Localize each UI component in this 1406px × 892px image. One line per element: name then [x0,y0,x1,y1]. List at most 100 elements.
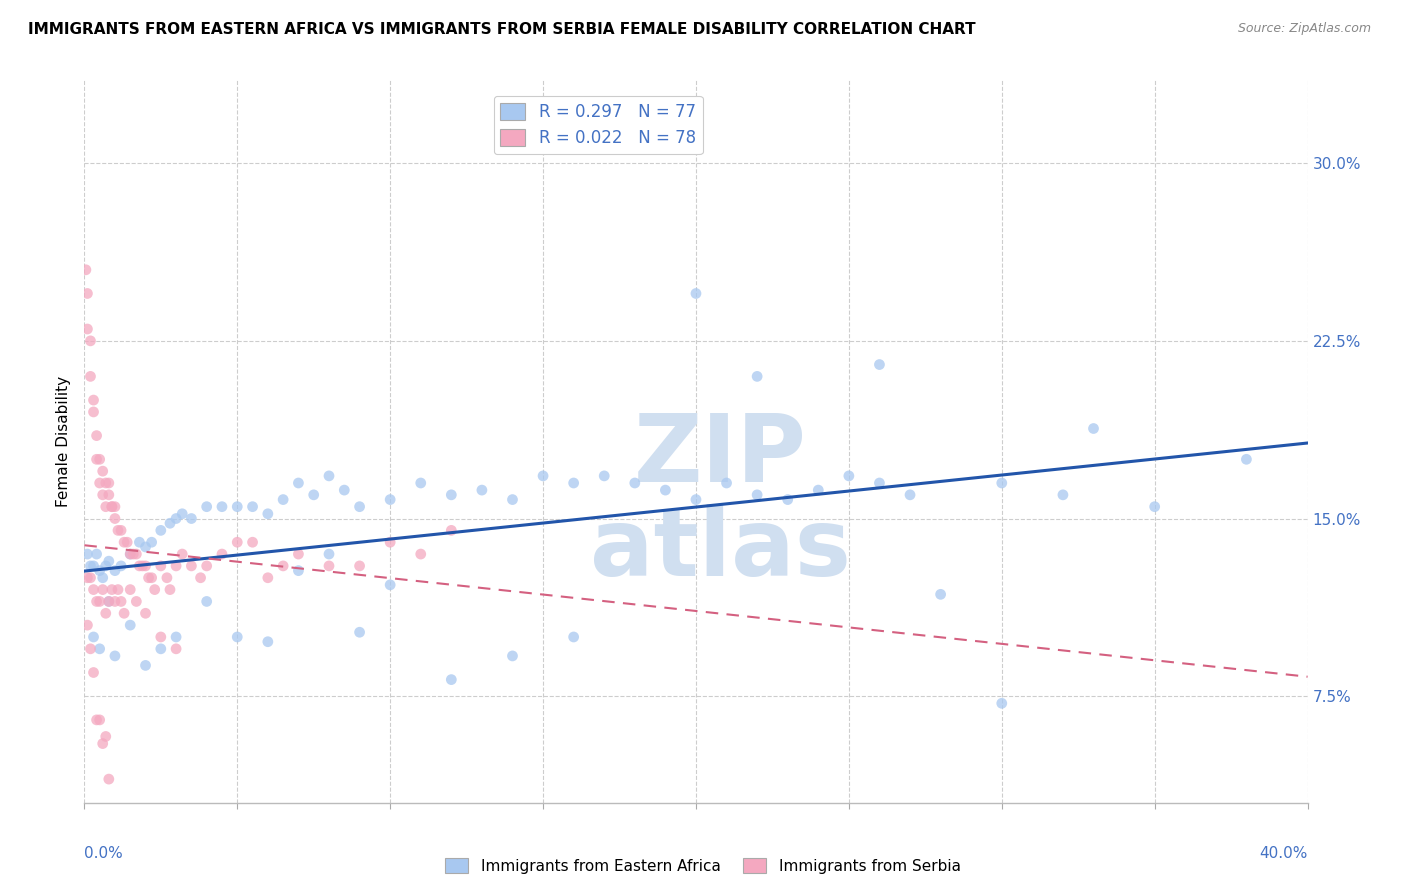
Point [716,475,738,490]
Point [104,648,127,663]
Point [135,607,157,621]
Point [807,483,830,497]
Point [83,665,105,680]
Point [159,582,181,597]
Point [101,500,124,514]
Point [318,558,340,573]
Point [1143,500,1166,514]
Point [654,483,676,497]
Text: atlas: atlas [591,504,851,596]
Point [79,571,101,585]
Point [76,286,98,301]
Point [562,630,585,644]
Point [195,594,218,608]
Point [128,535,150,549]
Point [991,696,1014,710]
Point [226,500,249,514]
Point [242,500,264,514]
Point [502,648,524,663]
Point [83,582,105,597]
Point [86,594,108,608]
Point [107,582,129,597]
Point [75,262,97,277]
Point [104,500,127,514]
Point [86,428,108,442]
Point [89,475,111,490]
Point [110,524,132,538]
Point [79,334,101,348]
Point [380,535,402,549]
Point [89,564,111,578]
Point [89,594,111,608]
Point [226,535,249,549]
Point [86,452,108,467]
Point [94,500,117,514]
Point [195,500,218,514]
Point [131,558,153,573]
Point [409,475,432,490]
Text: Source: ZipAtlas.com: Source: ZipAtlas.com [1237,22,1371,36]
Point [287,564,309,578]
Point [120,582,142,597]
Point [143,582,166,597]
Point [83,393,105,408]
Point [685,286,707,301]
Point [440,524,463,538]
Point [83,405,105,419]
Point [115,535,138,549]
Point [440,488,463,502]
Point [349,500,371,514]
Point [86,547,108,561]
Y-axis label: Female Disability: Female Disability [56,376,72,508]
Point [76,618,98,632]
Point [104,511,127,525]
Point [91,582,114,597]
Point [471,483,494,497]
Point [83,558,105,573]
Point [502,492,524,507]
Point [624,475,647,490]
Text: 0.0%: 0.0% [84,847,124,861]
Point [125,594,148,608]
Point [165,511,187,525]
Point [104,594,127,608]
Point [125,547,148,561]
Point [110,558,132,573]
Point [747,369,769,384]
Point [149,630,172,644]
Text: ZIP: ZIP [634,410,807,502]
Point [79,558,101,573]
Point [242,535,264,549]
Point [83,630,105,644]
Point [211,500,233,514]
Point [97,475,120,490]
Point [318,469,340,483]
Point [76,322,98,336]
Legend: Immigrants from Eastern Africa, Immigrants from Serbia: Immigrants from Eastern Africa, Immigran… [439,852,967,880]
Point [180,558,202,573]
Point [333,483,356,497]
Point [869,358,891,372]
Point [120,618,142,632]
Point [101,500,124,514]
Point [165,641,187,656]
Point [94,475,117,490]
Point [349,558,371,573]
Point [869,475,891,490]
Point [86,713,108,727]
Point [287,547,309,561]
Point [91,571,114,585]
Point [271,492,294,507]
Point [79,641,101,656]
Point [112,607,135,621]
Point [91,488,114,502]
Text: IMMIGRANTS FROM EASTERN AFRICA VS IMMIGRANTS FROM SERBIA FEMALE DISABILITY CORRE: IMMIGRANTS FROM EASTERN AFRICA VS IMMIGR… [28,22,976,37]
Point [128,558,150,573]
Point [685,492,707,507]
Point [97,488,120,502]
Point [104,564,127,578]
Point [349,625,371,640]
Point [112,535,135,549]
Point [195,558,218,573]
Point [211,547,233,561]
